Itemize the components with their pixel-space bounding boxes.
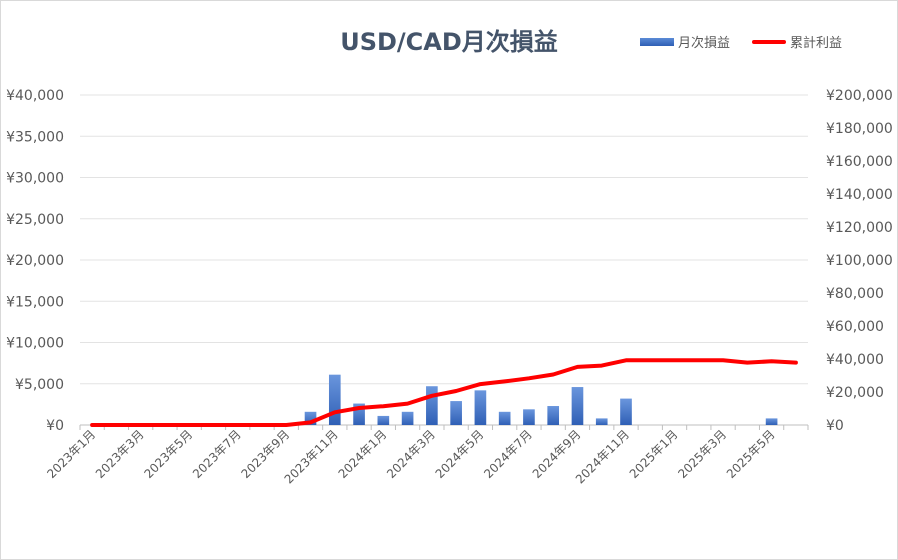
x-tick-label: 2024年7月: [481, 427, 535, 481]
legend-swatch-bar: [640, 37, 674, 46]
bar: [401, 411, 414, 425]
bar: [328, 374, 341, 425]
legend-swatch-line: [752, 39, 787, 44]
x-tick-label: 2025年1月: [627, 427, 681, 481]
bar: [765, 418, 778, 425]
y-right-tick-label: ¥200,000: [826, 88, 893, 104]
bar: [620, 398, 632, 425]
y-right-tick-label: ¥160,000: [826, 154, 893, 170]
bar: [547, 406, 560, 425]
bar: [523, 409, 535, 425]
bar: [571, 387, 584, 425]
y-right-tick-label: ¥60,000: [826, 319, 884, 335]
y-left-tick-label: ¥30,000: [6, 171, 64, 187]
y-left-tick-label: ¥15,000: [6, 294, 64, 310]
y-right-tick-label: ¥120,000: [826, 220, 893, 236]
bar: [595, 418, 608, 425]
chart-title: USD/CAD月次損益: [340, 28, 558, 56]
y-left-tick-label: ¥10,000: [6, 336, 64, 352]
bar: [426, 386, 438, 425]
bar: [353, 403, 365, 425]
bar: [474, 390, 487, 425]
y-left-tick-label: ¥5,000: [15, 377, 64, 393]
y-right-tick-label: ¥140,000: [826, 187, 893, 203]
y-right-tick-label: ¥180,000: [826, 121, 893, 137]
y-left-tick-label: ¥0: [46, 418, 64, 434]
legend-label-bar: 月次損益: [678, 36, 731, 51]
bar: [304, 411, 317, 425]
y-right-tick-label: ¥40,000: [826, 352, 884, 368]
y-right-tick-label: ¥100,000: [826, 253, 893, 269]
x-tick-label: 2023年1月: [44, 427, 98, 481]
y-left-tick-label: ¥40,000: [6, 88, 64, 104]
x-tick-label: 2023年3月: [93, 427, 147, 481]
x-tick-label: 2023年7月: [190, 427, 244, 481]
legend-label-line: 累計利益: [790, 36, 843, 51]
x-tick-label: 2024年5月: [433, 427, 487, 481]
legend-item-bar: 月次損益: [640, 32, 730, 51]
cumulative-line: [90, 358, 798, 427]
y-left-tick-label: ¥20,000: [6, 253, 64, 269]
bar: [498, 411, 511, 425]
x-tick-label: 2025年5月: [724, 427, 778, 481]
x-tick-label: 2023年5月: [141, 427, 195, 481]
x-tick-label: 2025年3月: [675, 427, 729, 481]
bar: [450, 401, 462, 425]
chart-legend: 月次損益 累計利益: [640, 32, 864, 51]
x-tick-label: 2024年1月: [336, 427, 390, 481]
y-right-tick-label: ¥80,000: [826, 286, 884, 302]
y-right-tick-label: ¥0: [826, 418, 844, 434]
bar: [377, 415, 390, 425]
y-left-tick-label: ¥35,000: [6, 129, 64, 145]
y-left-tick-label: ¥25,000: [6, 212, 64, 228]
y-right-tick-label: ¥20,000: [826, 385, 884, 401]
x-tick-label: 2024年3月: [384, 427, 438, 481]
legend-item-line: 累計利益: [752, 32, 842, 51]
